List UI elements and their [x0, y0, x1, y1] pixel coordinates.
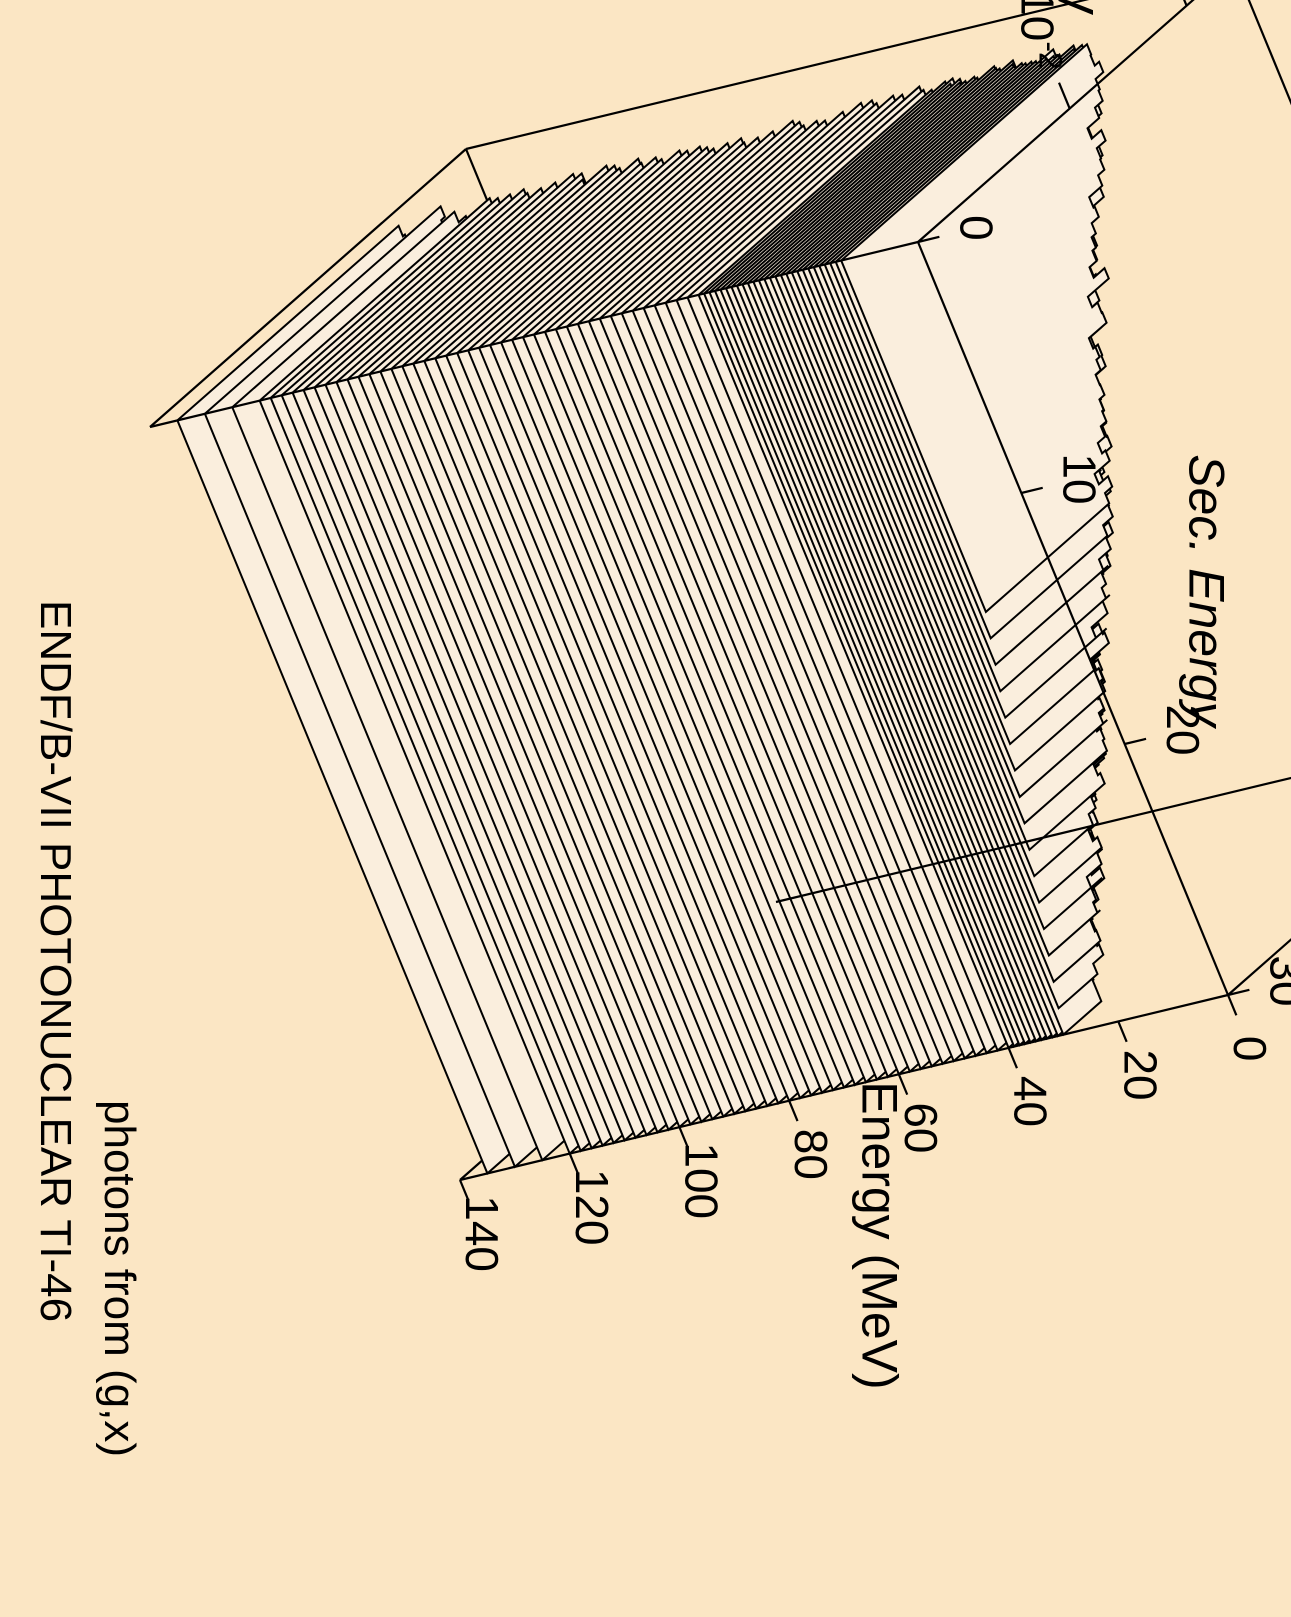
y-tick — [1117, 1021, 1128, 1043]
y-tick-label: 0 — [1224, 1036, 1276, 1062]
y-tick-label: 40 — [1005, 1076, 1057, 1127]
x-tick-label: 0 — [950, 215, 1002, 241]
frame-edge-front — [1232, 0, 1291, 718]
y-tick-label: 20 — [1114, 1049, 1166, 1100]
y-tick — [897, 1073, 909, 1096]
x-tick — [1124, 737, 1147, 746]
y-tick — [788, 1100, 799, 1122]
z-axis-label: Prob/MeV — [1048, 0, 1104, 16]
chart-title: ENDF/B-VII PHOTONUCLEAR TI-46 — [31, 600, 80, 1322]
data-traces — [176, 42, 1115, 1176]
frame-edge-front — [916, 241, 1230, 996]
x-tick — [917, 235, 940, 244]
frame-edge-back — [149, 148, 467, 428]
y-tick-label: 140 — [456, 1195, 508, 1272]
y-tick — [568, 1153, 580, 1175]
y-tick — [1007, 1047, 1018, 1069]
y-tick-label: 60 — [895, 1102, 947, 1153]
axes: 0 10 20 30 Sec. Energy 0 20 40 60 80 100 120 140 Ener… — [456, 0, 1291, 1390]
chart-subtitle: photons from (g,x) — [95, 1100, 144, 1457]
y-tick — [678, 1126, 689, 1148]
titles: ENDF/B-VII PHOTONUCLEAR TI-46 photons fr… — [31, 600, 144, 1457]
z-tick-label: 10-2 — [1011, 0, 1068, 70]
y-axis-label: Energy (MeV) — [852, 1081, 908, 1389]
frame-edge-front — [1227, 716, 1291, 996]
y-tick — [458, 1179, 470, 1201]
x-tick-label: 30 — [1260, 955, 1291, 1006]
x-tick — [1227, 988, 1250, 997]
x-tick-label: 10 — [1054, 453, 1106, 504]
series-trace — [840, 42, 1114, 614]
x-tick — [1021, 486, 1043, 495]
x-tick-label: 20 — [1157, 704, 1209, 755]
y-tick-label: 100 — [676, 1142, 728, 1219]
y-tick-label: 80 — [785, 1129, 837, 1180]
plot-frame-front — [149, 0, 1291, 1182]
y-tick — [1226, 994, 1238, 1016]
y-tick-label: 120 — [566, 1169, 618, 1246]
frame-edge-front — [775, 715, 1291, 904]
z-tick — [1058, 82, 1071, 109]
x-axis-label: Sec. Energy — [1179, 454, 1235, 729]
frame-edge-front — [149, 240, 919, 429]
z-tick — [1174, 0, 1188, 7]
frame-edge-front — [917, 0, 1235, 243]
frame-edge-back — [465, 0, 1235, 151]
frame-edge-front — [459, 993, 1229, 1182]
